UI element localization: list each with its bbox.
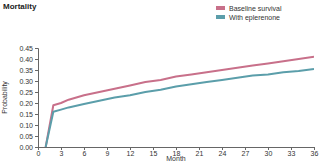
y-tick: 0.40 bbox=[19, 56, 38, 63]
y-tick: 0.20 bbox=[19, 100, 38, 107]
y-tick-mark bbox=[35, 147, 38, 148]
series-line bbox=[46, 69, 314, 147]
y-tick: 0.45 bbox=[19, 45, 38, 52]
x-tick-label: 3 bbox=[60, 150, 64, 157]
legend: Baseline survival With eplerenone bbox=[216, 5, 282, 22]
x-tick-label: 9 bbox=[106, 150, 110, 157]
y-tick: 0.30 bbox=[19, 78, 38, 85]
x-tick-label: 12 bbox=[127, 150, 135, 157]
legend-swatch bbox=[216, 15, 225, 19]
y-tick-mark bbox=[35, 81, 38, 82]
y-tick-mark bbox=[35, 103, 38, 104]
x-tick-label: 24 bbox=[219, 150, 227, 157]
x-tick: 30 bbox=[265, 147, 273, 157]
x-tick: 36 bbox=[311, 147, 319, 157]
y-tick-label: 0.45 bbox=[19, 45, 33, 52]
y-tick-mark bbox=[35, 114, 38, 115]
x-axis-title: Month bbox=[166, 155, 186, 162]
plot: 03691215182124273033360.000.050.100.150.… bbox=[19, 45, 318, 157]
x-tick-label: 0 bbox=[37, 150, 41, 157]
y-tick-mark bbox=[35, 48, 38, 49]
x-tick: 33 bbox=[288, 147, 296, 157]
y-tick-label: 0.15 bbox=[19, 111, 33, 118]
y-tick: 0.35 bbox=[19, 67, 38, 74]
y-tick-label: 0.10 bbox=[19, 122, 33, 129]
series-lines bbox=[46, 57, 314, 147]
legend-item: With eplerenone bbox=[216, 14, 280, 22]
chart: 03691215182124273033360.000.050.100.150.… bbox=[0, 0, 320, 162]
x-tick: 3 bbox=[60, 147, 64, 157]
y-axis: 0.00 0.05 0.10 0.15 0.20 0.25 0.30 0.35 0.40 0.45 bbox=[19, 45, 38, 151]
y-tick-label: 0.25 bbox=[19, 89, 33, 96]
y-tick-mark bbox=[35, 59, 38, 60]
y-tick-mark bbox=[35, 136, 38, 137]
y-tick-label: 0.05 bbox=[19, 133, 33, 140]
x-tick: 0 bbox=[37, 147, 41, 157]
x-tick: 12 bbox=[127, 147, 135, 157]
x-tick-label: 27 bbox=[242, 150, 250, 157]
x-tick-label: 15 bbox=[150, 150, 158, 157]
x-tick: 6 bbox=[83, 147, 87, 157]
y-tick: 0.10 bbox=[19, 122, 38, 129]
y-tick-label: 0.20 bbox=[19, 100, 33, 107]
x-tick-label: 6 bbox=[83, 150, 87, 157]
y-tick: 0.05 bbox=[19, 133, 38, 140]
series-line bbox=[46, 57, 314, 147]
x-tick: 21 bbox=[196, 147, 204, 157]
x-tick: 24 bbox=[219, 147, 227, 157]
y-tick-label: 0.40 bbox=[19, 56, 33, 63]
title: Mortality bbox=[3, 2, 37, 11]
y-axis-line bbox=[35, 49, 39, 148]
y-axis-title: Probability bbox=[1, 81, 9, 114]
y-tick: 0.25 bbox=[19, 89, 38, 96]
x-tick: 27 bbox=[242, 147, 250, 157]
x-tick: 9 bbox=[106, 147, 110, 157]
y-tick-label: 0.30 bbox=[19, 78, 33, 85]
y-tick-mark bbox=[35, 92, 38, 93]
x-tick-label: 30 bbox=[265, 150, 273, 157]
x-tick-label: 33 bbox=[288, 150, 296, 157]
x-tick-label: 36 bbox=[311, 150, 319, 157]
y-tick-label: 0.00 bbox=[19, 144, 33, 151]
y-tick-mark bbox=[35, 70, 38, 71]
legend-swatch bbox=[216, 6, 225, 10]
y-tick-label: 0.35 bbox=[19, 67, 33, 74]
legend-item: Baseline survival bbox=[216, 5, 282, 12]
y-tick: 0.00 bbox=[19, 144, 38, 151]
y-tick-mark bbox=[35, 125, 38, 126]
legend-label: Baseline survival bbox=[229, 5, 282, 12]
x-tick-label: 21 bbox=[196, 150, 204, 157]
legend-label: With eplerenone bbox=[229, 14, 280, 22]
y-tick: 0.15 bbox=[19, 111, 38, 118]
x-tick: 15 bbox=[150, 147, 158, 157]
